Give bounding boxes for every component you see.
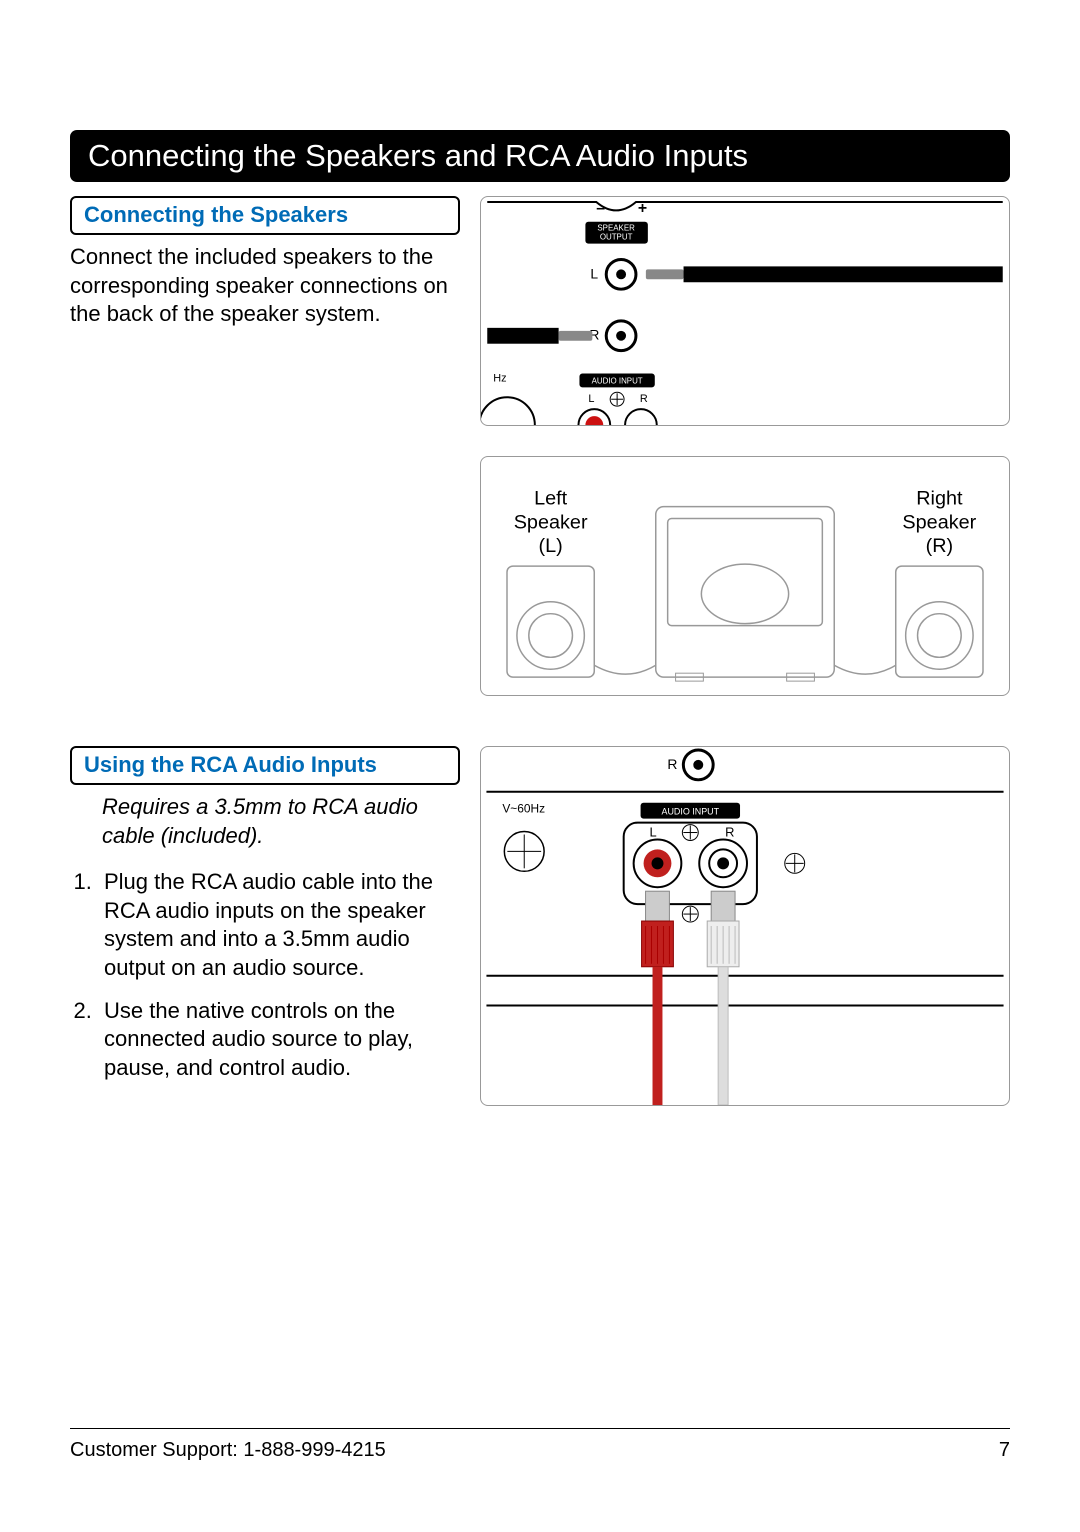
rca-step-2: Use the native controls on the connected… — [98, 997, 460, 1083]
rca-note: Requires a 3.5mm to RCA audio cable (inc… — [70, 793, 460, 850]
diagram-speaker-output: – + SPEAKER OUTPUT L R — [480, 196, 1010, 426]
svg-text:Speaker: Speaker — [902, 511, 976, 533]
svg-text:SPEAKER: SPEAKER — [597, 224, 635, 233]
svg-text:L: L — [650, 825, 657, 840]
svg-text:AUDIO INPUT: AUDIO INPUT — [662, 807, 720, 817]
svg-text:Hz: Hz — [493, 372, 506, 384]
svg-text:R: R — [640, 393, 648, 405]
svg-text:+: + — [638, 200, 647, 217]
rca-step-1: Plug the RCA audio cable into the RCA au… — [98, 868, 460, 982]
rca-steps: Plug the RCA audio cable into the RCA au… — [70, 868, 460, 1082]
svg-text:–: – — [596, 200, 605, 217]
svg-text:Right: Right — [916, 488, 963, 510]
diagram-rca-inputs: R V~60Hz AUDIO INPUT L R — [480, 746, 1010, 1106]
svg-text:(L): (L) — [539, 535, 563, 557]
svg-text:(R): (R) — [926, 535, 954, 557]
svg-text:Left: Left — [534, 488, 568, 510]
section-body-speakers: Connect the included speakers to the cor… — [70, 243, 460, 329]
diagram-speaker-layout: Left Speaker (L) Right Speaker (R) — [480, 456, 1010, 696]
svg-text:AUDIO INPUT: AUDIO INPUT — [592, 376, 643, 385]
footer-support: Customer Support: 1-888-999-4215 — [70, 1439, 386, 1462]
svg-text:V~60Hz: V~60Hz — [502, 802, 545, 816]
svg-text:L: L — [588, 393, 594, 405]
svg-text:OUTPUT: OUTPUT — [600, 233, 633, 242]
section-heading-speakers: Connecting the Speakers — [70, 196, 460, 235]
page-number: 7 — [999, 1439, 1010, 1462]
svg-text:L: L — [590, 265, 598, 281]
page-title: Connecting the Speakers and RCA Audio In… — [70, 130, 1010, 182]
svg-text:Speaker: Speaker — [514, 511, 588, 533]
section-heading-rca: Using the RCA Audio Inputs — [70, 746, 460, 785]
svg-text:R: R — [667, 756, 677, 772]
svg-text:R: R — [725, 825, 734, 840]
